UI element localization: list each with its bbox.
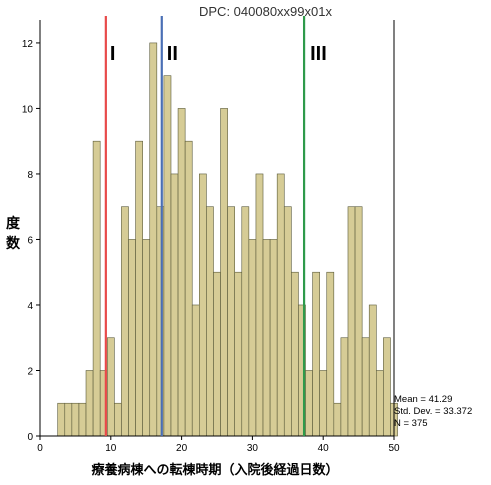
x-tick-label-50: 50 xyxy=(388,443,400,454)
chart-title: DPC: 040080xx99x01x xyxy=(199,4,332,19)
x-tick-label-0: 0 xyxy=(37,443,43,454)
histogram-bar-33 xyxy=(291,271,299,437)
stats-box: Mean = 41.29 Std. Dev. = 33.372 N = 375 xyxy=(394,394,472,430)
y-axis-label: 度数 xyxy=(6,216,20,252)
histogram-bar-19 xyxy=(191,304,200,437)
marker-label-I: I xyxy=(110,43,116,65)
y-tick-label-8: 8 xyxy=(27,170,33,181)
histogram-bar-18 xyxy=(184,140,193,437)
histogram-bar-46 xyxy=(383,337,391,437)
histogram-bar-9 xyxy=(121,206,129,437)
y-tick-label-4: 4 xyxy=(27,301,33,312)
histogram-bar-15 xyxy=(163,75,172,437)
histogram-bar-36 xyxy=(312,271,320,437)
histogram-bar-45 xyxy=(375,370,384,437)
histogram-bar-27 xyxy=(248,239,257,437)
histogram-bar-20 xyxy=(199,173,207,437)
histogram-bar-25 xyxy=(234,271,243,437)
histogram-bar-26 xyxy=(241,206,250,437)
histogram-bar-21 xyxy=(206,206,214,437)
histogram-bar-2 xyxy=(71,402,80,437)
histogram-bar-4 xyxy=(85,370,94,437)
histogram-bar-3 xyxy=(78,402,87,437)
histogram-bar-29 xyxy=(262,239,271,437)
histogram-bar-30 xyxy=(269,239,278,437)
histogram-bar-5 xyxy=(92,140,101,437)
histogram-bar-12 xyxy=(142,239,151,437)
histogram-bar-40 xyxy=(340,337,349,437)
histogram-bar-32 xyxy=(283,206,292,437)
histogram-bar-23 xyxy=(220,108,228,437)
histogram-bar-41 xyxy=(347,206,356,437)
histogram-bar-44 xyxy=(368,304,377,437)
x-tick-label-40: 40 xyxy=(318,443,330,454)
histogram-bar-43 xyxy=(361,337,370,437)
stats-std: Std. Dev. = 33.372 xyxy=(394,406,473,417)
histogram-bar-39 xyxy=(333,402,342,437)
marker-label-III: III xyxy=(310,43,327,65)
histogram-bar-22 xyxy=(213,271,221,437)
histogram-bar-1 xyxy=(64,402,73,437)
histogram-bar-37 xyxy=(319,370,328,437)
y-tick-label-6: 6 xyxy=(27,235,33,246)
histogram-bar-31 xyxy=(276,173,285,437)
x-tick-label-20: 20 xyxy=(176,443,188,454)
marker-label-II: II xyxy=(167,43,178,65)
histogram-bar-35 xyxy=(305,370,313,437)
y-tick-label-10: 10 xyxy=(22,104,34,115)
x-axis-label: 療養病棟への転棟時期（入院後経過日数） xyxy=(91,463,339,478)
histogram-bar-24 xyxy=(227,206,235,437)
stats-n: N = 375 xyxy=(394,418,428,429)
histogram-bar-0 xyxy=(57,402,66,437)
histogram-bar-8 xyxy=(114,402,122,437)
histogram-bar-7 xyxy=(106,337,115,437)
x-tick-label-30: 30 xyxy=(247,443,259,454)
y-tick-label-12: 12 xyxy=(22,39,34,50)
histogram-bar-10 xyxy=(128,239,136,437)
y-tick-label-0: 0 xyxy=(27,432,33,443)
x-tick-label-10: 10 xyxy=(105,443,117,454)
histogram-bar-16 xyxy=(170,173,179,437)
histogram-bar-11 xyxy=(135,140,143,437)
histogram-bar-42 xyxy=(354,206,363,437)
histogram-bar-13 xyxy=(149,42,158,437)
histogram-bar-17 xyxy=(177,108,186,437)
stats-mean: Mean = 41.29 xyxy=(394,394,453,405)
histogram-bar-38 xyxy=(326,271,335,437)
y-tick-label-2: 2 xyxy=(27,366,33,377)
histogram-bar-28 xyxy=(255,173,264,437)
